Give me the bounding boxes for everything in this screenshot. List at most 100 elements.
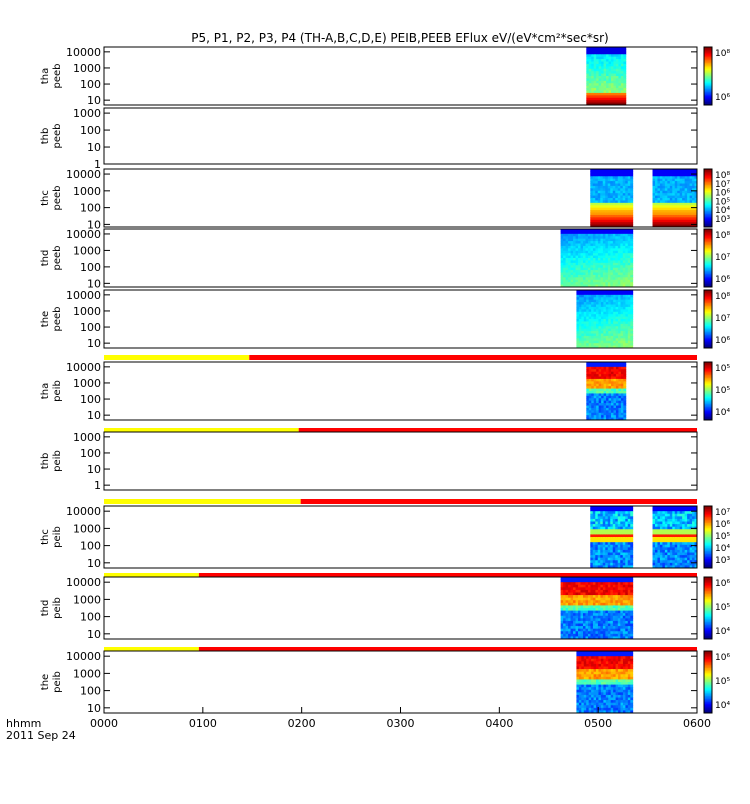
spectrogram-cell [628, 241, 631, 244]
spectrogram-cell [603, 545, 606, 548]
spectrogram-cell [611, 66, 614, 69]
spectrogram-cell [584, 324, 587, 327]
spectrogram-cell [670, 222, 673, 225]
spectrogram-cell [601, 410, 604, 413]
spectrogram-cell [621, 305, 624, 308]
spectrogram-cell [590, 621, 593, 624]
spectrogram-cell [600, 547, 603, 550]
spectrogram-cell [594, 410, 597, 413]
spectrogram-cell [655, 516, 658, 519]
spectrogram-cell [662, 553, 665, 556]
y-axis-probe-label: the [40, 311, 51, 327]
spectrogram-cell [692, 186, 695, 189]
spectrogram-cell [608, 265, 611, 268]
spectrogram-cell [589, 661, 592, 664]
y-axis-product-label: peib [52, 597, 63, 619]
spectrogram-cell [621, 69, 624, 72]
spectrogram-cell [660, 210, 663, 213]
spectrogram-cell [621, 364, 624, 367]
spectrogram-cell [690, 196, 693, 199]
spectrogram-cell [595, 608, 598, 611]
spectrogram-cell [630, 305, 633, 308]
spectrogram-cell [600, 516, 603, 519]
spectrogram-cell [601, 336, 604, 339]
spectrogram-cell [583, 624, 586, 627]
spectrogram-cell [672, 522, 675, 525]
spectrogram-cell [568, 595, 571, 598]
spectrogram-cell [660, 509, 663, 512]
spectrogram-cell [628, 329, 631, 332]
spectrogram-cell [611, 59, 614, 62]
spectrogram-cell [615, 258, 618, 261]
spectrogram-cell [571, 241, 574, 244]
spectrogram-cell [687, 560, 690, 563]
spectrogram-cell [603, 244, 606, 247]
spectrogram-cell [601, 377, 604, 380]
spectrogram-cell [593, 634, 596, 637]
spectrogram-cell [628, 613, 631, 616]
spectrogram-cell [618, 83, 621, 86]
spectrogram-cell [657, 522, 660, 525]
spectrogram-cell [563, 590, 566, 593]
spectrogram-cell [581, 587, 584, 590]
spectrogram-cell [665, 532, 668, 535]
spectrogram-cell [613, 401, 616, 404]
spectrogram-cell [682, 537, 685, 540]
spectrogram-cell [611, 410, 614, 413]
spectrogram-cell [618, 611, 621, 614]
spectrogram-cell [677, 555, 680, 558]
spectrogram-cell [593, 608, 596, 611]
spectrogram-cell [630, 273, 633, 276]
spectrogram-cell [665, 514, 668, 517]
spectrogram-cell [630, 603, 633, 606]
spectrogram-cell [623, 389, 626, 392]
spectrogram-cell [608, 307, 611, 310]
spectrogram-cell [628, 217, 631, 220]
spectrogram-cell [618, 379, 621, 382]
spectrogram-cell [584, 667, 587, 670]
spectrogram-cell [603, 258, 606, 261]
spectrogram-cell [611, 295, 614, 298]
spectrogram-cell [603, 186, 606, 189]
spectrogram-cell [680, 516, 683, 519]
spectrogram-cell [561, 256, 564, 259]
spectrogram-cell [623, 277, 626, 280]
spectrogram-cell [653, 540, 656, 543]
spectrogram-cell [613, 215, 616, 218]
spectrogram-cell [620, 246, 623, 249]
spectrogram-cell [657, 176, 660, 179]
spectrogram-cell [581, 595, 584, 598]
spectrogram-cell [655, 534, 658, 537]
spectrogram-cell [630, 616, 633, 619]
spectrogram-cell [566, 253, 569, 256]
spectrogram-cell [585, 239, 588, 242]
spectrogram-cell [610, 563, 613, 566]
spectrogram-cell [665, 542, 668, 545]
spectrogram-cell [620, 184, 623, 187]
spectrogram-cell [677, 200, 680, 203]
spectrogram-cell [584, 312, 587, 315]
spectrogram-cell [606, 86, 609, 89]
spectrogram-cell [595, 282, 598, 285]
spectrogram-cell [586, 700, 589, 703]
spectrogram-cell [623, 381, 626, 384]
spectrogram-cell [625, 329, 628, 332]
spectrogram-cell [585, 624, 588, 627]
spectrogram-cell [670, 174, 673, 177]
spectrogram-cell [623, 236, 626, 239]
spectrogram-cell [620, 629, 623, 632]
spectrogram-cell [618, 270, 621, 273]
spectrogram-cell [610, 527, 613, 530]
spectrogram-cell [660, 540, 663, 543]
spectrogram-cell [581, 685, 584, 688]
spectrogram-cell [655, 519, 658, 522]
spectrogram-cell [618, 208, 621, 211]
spectrogram-cell [625, 587, 628, 590]
spectrogram-cell [609, 100, 612, 103]
spectrogram-cell [613, 234, 616, 237]
spectrogram-cell [653, 547, 656, 550]
spectrogram-cell [610, 174, 613, 177]
spectrogram-cell [675, 220, 678, 223]
spectrogram-cell [620, 509, 623, 512]
spectrogram-cell [596, 71, 599, 74]
